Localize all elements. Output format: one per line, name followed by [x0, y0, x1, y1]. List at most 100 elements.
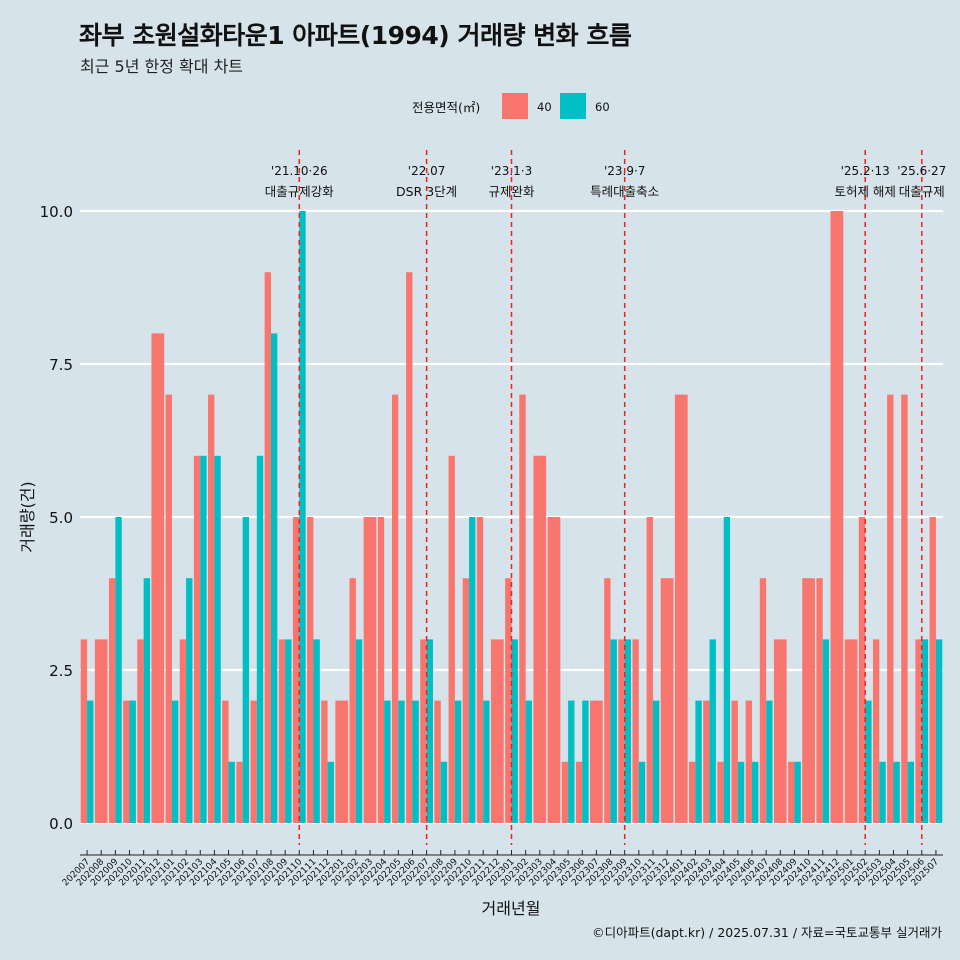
bars — [80, 211, 943, 823]
bar-60-202104 — [214, 455, 221, 823]
bar-60-202111 — [313, 639, 320, 823]
bar-60-202403 — [709, 639, 716, 823]
legend-label-40: 40 — [537, 100, 552, 114]
legend: 전용면적(㎡) 40 60 — [412, 93, 610, 119]
bar-40-202309 — [618, 639, 625, 823]
bar-40-202406 — [745, 700, 753, 823]
bar-40-202507 — [929, 517, 936, 823]
annotation-date: '25.6·27 — [897, 164, 946, 178]
bar-60-202506 — [921, 639, 929, 823]
bar-60-202107 — [256, 455, 264, 823]
bar-40-202303 — [533, 455, 547, 823]
bar-40-202305 — [561, 761, 569, 823]
bar-40-202009 — [109, 578, 116, 823]
bar-40-202301 — [505, 578, 512, 823]
bar-40-202210 — [462, 578, 470, 823]
bar-40-202212 — [490, 639, 504, 823]
bar-40-202505 — [901, 394, 908, 823]
annotation-label: 대출규제 — [899, 184, 945, 199]
bar-40-202407 — [759, 578, 767, 823]
bar-60-202109 — [285, 639, 292, 823]
bar-60-202210 — [469, 517, 476, 823]
bar-60-202409 — [794, 761, 801, 823]
bar-60-202009 — [115, 517, 122, 823]
bar-40-202108 — [264, 272, 271, 823]
annotation-label: 대출규제강화 — [265, 184, 335, 199]
bar-40-202405 — [731, 700, 738, 823]
bar-40-202207 — [420, 639, 427, 823]
y-tick-label: 2.5 — [49, 662, 73, 680]
bar-60-202204 — [384, 700, 391, 823]
bar-40-202011 — [137, 639, 144, 823]
bar-40-202307 — [590, 700, 603, 823]
bar-60-202102 — [186, 578, 193, 823]
bar-60-202208 — [440, 761, 448, 823]
bar-60-202311 — [652, 700, 660, 823]
bar-60-202211 — [483, 700, 490, 823]
bar-40-202310 — [632, 639, 639, 823]
bar-40-202408 — [773, 639, 787, 823]
bar-60-202404 — [723, 517, 731, 823]
bar-60-202209 — [454, 700, 462, 823]
bar-40-202201 — [335, 700, 349, 823]
bar-60-202110 — [299, 211, 306, 823]
legend-title: 전용면적(㎡) — [412, 100, 480, 115]
bar-40-202403 — [703, 700, 710, 823]
bar-40-202102 — [179, 639, 187, 823]
legend-key-40 — [502, 93, 528, 119]
bar-60-202007 — [87, 700, 94, 823]
bar-40-202109 — [278, 639, 286, 823]
bar-60-202407 — [766, 700, 773, 823]
bar-40-202007 — [80, 639, 88, 823]
bar-40-202306 — [575, 761, 583, 823]
annotation-label: 토허제 해제 — [834, 184, 895, 199]
bar-40-202012 — [151, 333, 165, 823]
bar-40-202402 — [689, 761, 696, 823]
bar-60-202202 — [355, 639, 363, 823]
annotation-date: '21.10·26 — [271, 164, 328, 178]
bar-40-202203 — [363, 517, 377, 823]
bar-60-202309 — [624, 639, 632, 823]
bar-40-202208 — [434, 700, 441, 823]
bar-40-202502 — [858, 517, 866, 823]
bar-40-202209 — [448, 455, 455, 823]
bar-60-202207 — [426, 639, 433, 823]
bar-60-202301 — [511, 639, 518, 823]
bar-60-202503 — [879, 761, 886, 823]
bar-40-202010 — [123, 700, 130, 823]
bar-40-202312 — [660, 578, 674, 823]
bar-40-202410 — [802, 578, 815, 823]
annotation-date: '22.07 — [408, 164, 446, 178]
bar-40-202105 — [222, 700, 229, 823]
annotation-label: 규제완화 — [488, 184, 535, 199]
bar-40-202412 — [830, 211, 844, 823]
bar-40-202103 — [193, 455, 201, 823]
bar-40-202206 — [406, 272, 413, 823]
bar-40-202503 — [872, 639, 880, 823]
bar-40-202110 — [292, 517, 300, 823]
bar-40-202304 — [547, 517, 561, 823]
bar-60-202010 — [129, 700, 136, 823]
bar-60-202502 — [865, 700, 872, 823]
bar-60-202411 — [822, 639, 830, 823]
y-axis: 0.0 2.5 5.0 7.5 10.0 — [40, 203, 73, 833]
bar-60-202504 — [893, 761, 900, 823]
y-tick-label: 0.0 — [49, 815, 73, 833]
y-tick-label: 5.0 — [49, 509, 73, 527]
bar-40-202302 — [519, 394, 526, 823]
bar-60-202405 — [737, 761, 745, 823]
annotation-label: 특례대출축소 — [590, 184, 659, 199]
bar-40-202411 — [816, 578, 823, 823]
bar-40-202506 — [915, 639, 922, 823]
bar-60-202507 — [935, 639, 943, 823]
legend-label-60: 60 — [595, 100, 610, 114]
bar-40-202107 — [250, 700, 257, 823]
bar-60-202402 — [695, 700, 702, 823]
bar-40-202409 — [788, 761, 795, 823]
bar-60-202101 — [171, 700, 179, 823]
bar-40-202008 — [94, 639, 108, 823]
bar-60-202206 — [412, 700, 419, 823]
bar-60-202205 — [398, 700, 405, 823]
bar-40-202112 — [321, 700, 328, 823]
